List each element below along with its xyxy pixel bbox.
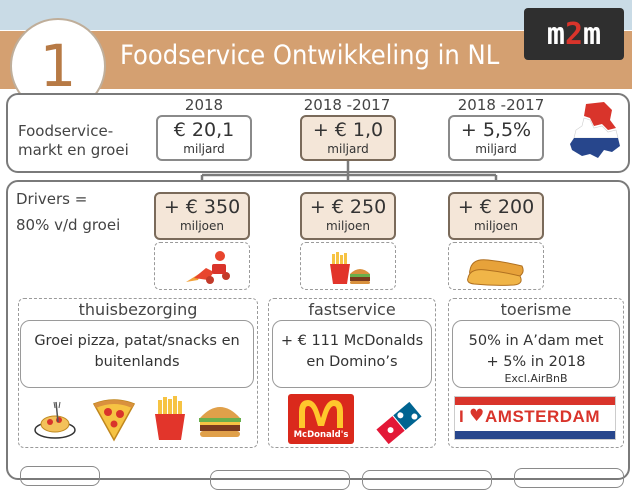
burger-icon [199, 407, 241, 437]
bottom-box-2 [210, 470, 350, 490]
tourism-icon-frame [448, 242, 544, 290]
delivery-scooter-icon [186, 251, 230, 284]
mcdonalds-logo: McDonald's [288, 394, 354, 444]
market-size-value: € 20,1 [173, 119, 235, 141]
bottom-box-4 [514, 468, 624, 488]
dominos-logo [375, 400, 423, 446]
i-amsterdam-wordmark: AMSTERDAM [485, 407, 600, 426]
fastservice-section [268, 298, 436, 448]
golden-arches-icon [299, 400, 343, 428]
fastservice-icon-frame [300, 242, 396, 290]
fastservice-line1: + € 111 McDonalds [280, 333, 424, 349]
driver-tourism-unit: miljoen [473, 219, 519, 233]
thuisbezorging-section [18, 298, 258, 448]
toerisme-description: 50% in A’dam met + 5% in 2018 Excl.AirBn… [452, 320, 620, 388]
thuisbezorging-description: Groei pizza, patat/snacks en buitenlands [20, 320, 254, 388]
flag-stripe-top [455, 397, 615, 405]
i-amsterdam-logo: I ♥ AMSTERDAM [454, 396, 616, 440]
thuisbezorging-line1: Groei pizza, patat/snacks en [34, 333, 240, 349]
mcdonalds-wordmark: McDonald's [293, 430, 349, 440]
market-growth-value: + € 1,0 [312, 119, 384, 141]
market-year-1: 2018 [184, 96, 224, 114]
market-year-2: 2018 -2017 [303, 96, 391, 114]
netherlands-map-icon [570, 102, 620, 158]
driver-fastservice-value: + € 250 [309, 196, 387, 218]
driver-box-delivery: + € 350 miljoen [154, 192, 250, 240]
driver-delivery-value: + € 350 [163, 196, 241, 218]
page-title: Foodservice Ontwikkeling in NL [120, 40, 500, 71]
market-percent-box: + 5,5% miljard [448, 115, 544, 161]
fries-icon [155, 396, 185, 440]
toerisme-note: Excl.AirBnB [504, 372, 568, 385]
fries-burger-icon [330, 252, 370, 284]
i-amsterdam-letter: I [459, 407, 464, 426]
driver-fastservice-unit: miljoen [325, 219, 371, 233]
toerisme-section [448, 298, 624, 448]
category-title-fastservice: fastservice [308, 300, 396, 319]
market-size-box: € 20,1 miljard [156, 115, 252, 161]
driver-delivery-unit: miljoen [179, 219, 225, 233]
driver-box-tourism: + € 200 miljoen [448, 192, 544, 240]
toerisme-line1: 50% in A’dam met [468, 333, 604, 349]
market-label-line1: Foodservice- [18, 122, 114, 140]
market-growth-unit: miljard [327, 142, 369, 156]
market-year-3: 2018 -2017 [457, 96, 545, 114]
logo-text-left: m [546, 16, 565, 52]
drivers-label-line2: 80% v/d groei [16, 216, 121, 234]
market-percent-unit: miljard [475, 142, 517, 156]
bottom-box-1 [20, 466, 100, 486]
driver-box-fastservice: + € 250 miljoen [300, 192, 396, 240]
bottom-box-3 [362, 470, 492, 490]
fastservice-description: + € 111 McDonalds en Domino’s [272, 320, 432, 388]
logo-text-accent: 2 [564, 16, 584, 52]
category-title-toerisme: toerisme [500, 300, 572, 319]
pizza-slice-icon [92, 399, 136, 442]
category-title-thuisbezorging: thuisbezorging [78, 300, 198, 319]
logo-text-right: m [583, 16, 602, 52]
clogs-icon [467, 259, 524, 286]
market-label-line2: markt en groei [18, 141, 129, 159]
market-percent-value: + 5,5% [460, 119, 532, 141]
spaghetti-icon [34, 401, 76, 439]
flag-stripe-bottom [455, 431, 615, 439]
drivers-label-line1: Drivers = [16, 190, 88, 208]
market-growth-box: + € 1,0 miljard [300, 115, 396, 161]
heart-icon: ♥ [469, 406, 485, 426]
delivery-icon-frame [154, 242, 250, 290]
toerisme-line2: + 5% in 2018 [486, 354, 586, 370]
fastservice-line2: en Domino’s [306, 354, 398, 370]
market-size-unit: miljard [183, 142, 225, 156]
driver-tourism-value: + € 200 [457, 196, 535, 218]
thuisbezorging-line2: buitenlands [94, 354, 180, 370]
